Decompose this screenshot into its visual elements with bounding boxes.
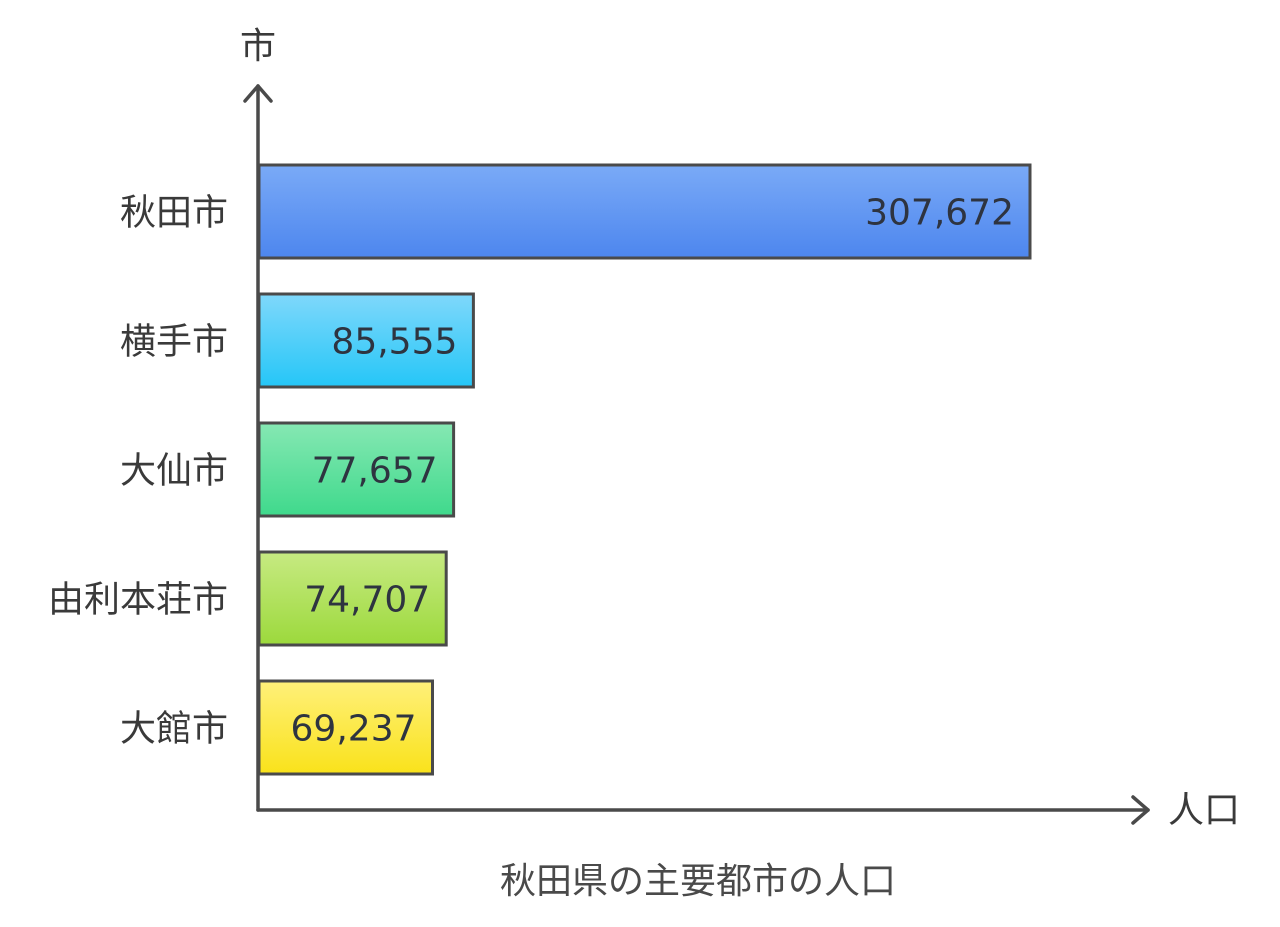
bar-0 <box>257 163 1032 260</box>
chart-title: 秋田県の主要都市の人口 <box>500 861 896 902</box>
category-label-0: 秋田市 <box>120 193 228 234</box>
axes <box>243 84 1150 825</box>
category-label-3: 由利本荘市 <box>48 580 228 621</box>
bar-1 <box>257 292 475 389</box>
bar-3 <box>257 550 448 647</box>
y-axis-arrowhead <box>243 84 273 103</box>
category-label-2: 大仙市 <box>120 451 228 492</box>
bar-value-label-2: 77,657 <box>312 451 438 492</box>
x-axis-arrowhead <box>1131 795 1150 825</box>
bar-value-label-4: 69,237 <box>291 709 417 750</box>
category-label-1: 横手市 <box>120 322 228 363</box>
bar-value-label-1: 85,555 <box>331 322 457 363</box>
category-label-4: 大館市 <box>120 709 228 750</box>
bar-value-label-0: 307,672 <box>865 193 1014 234</box>
bar-value-label-3: 74,707 <box>304 580 430 621</box>
bars-group: 307,672 秋田市 85,555 横手市 77,657 大仙市 74,707 由利本荘市 6… <box>48 163 1032 776</box>
bar-2 <box>257 421 456 518</box>
x-axis-label: 人口 <box>1168 790 1240 831</box>
y-axis-label: 市 <box>240 26 276 67</box>
bar-4 <box>257 679 434 776</box>
